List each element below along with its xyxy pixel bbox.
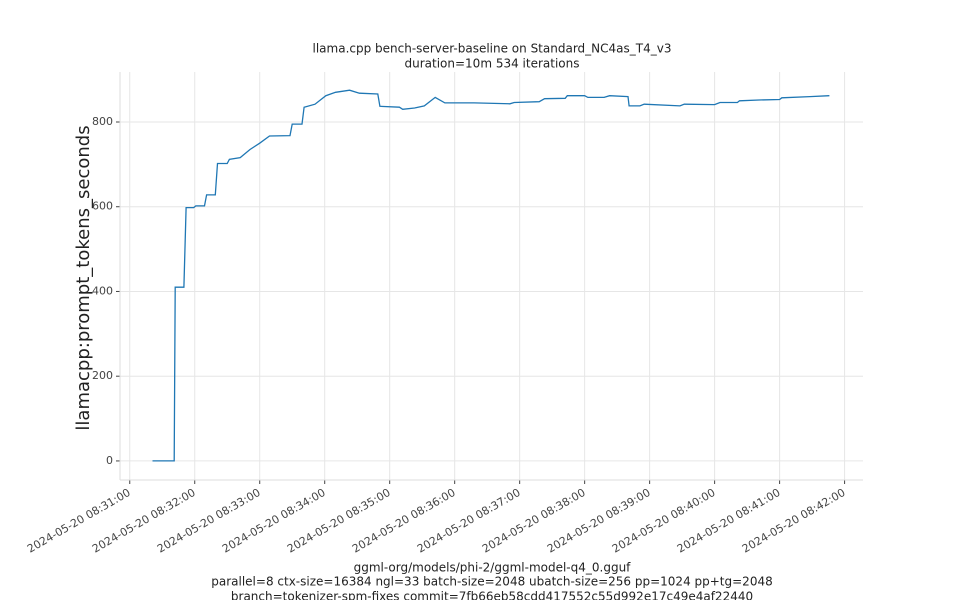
y-tick-label: 400	[92, 284, 113, 297]
x-axis-label: branch=tokenizer-spm-fixes commit=7fb66e…	[231, 590, 753, 600]
y-axis-label: llamacpp:prompt_tokens_seconds	[73, 125, 94, 430]
y-tick-label: 600	[92, 200, 113, 213]
y-tick-label: 200	[92, 369, 113, 382]
line-series	[152, 89, 830, 462]
x-axis-label: ggml-org/models/phi-2/ggml-model-q4_0.gg…	[354, 561, 632, 575]
x-tick-label: 2024-05-20 08:31:00	[25, 486, 133, 556]
x-axis-label: parallel=8 ctx-size=16384 ngl=33 batch-s…	[211, 575, 772, 589]
chart-title: llama.cpp bench-server-baseline on Stand…	[313, 42, 672, 56]
chart-subtitle: duration=10m 534 iterations	[405, 57, 580, 71]
y-tick-label: 0	[106, 454, 113, 467]
y-tick-label: 800	[92, 115, 113, 128]
